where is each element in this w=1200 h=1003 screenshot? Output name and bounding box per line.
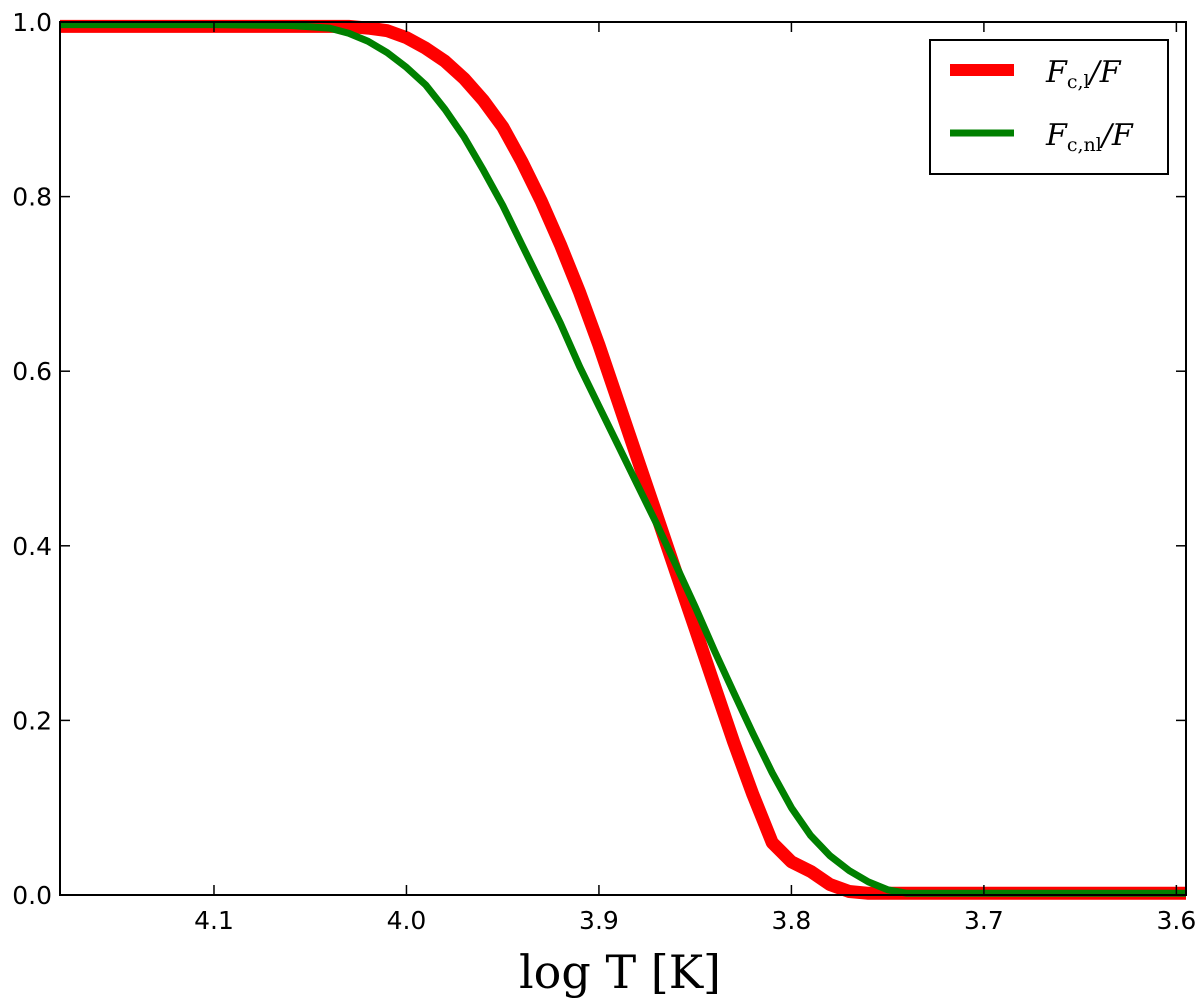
x-axis-title: log T [K] — [519, 945, 721, 999]
legend-entry-red: Fc,l/F — [1045, 55, 1122, 93]
y-tick-label: 0.2 — [12, 706, 52, 735]
legend-tail-green: /F — [1099, 118, 1134, 153]
ticks-layer: 4.1 4.0 3.9 3.8 3.7 3.6 0.0 0.2 0.4 0.6 0.8 1.0 — [12, 8, 1196, 935]
series-layer — [60, 19, 1186, 900]
x-tick-label: 4.1 — [194, 906, 234, 935]
series-line-green — [60, 21, 1186, 897]
y-tick-label: 0.4 — [12, 532, 52, 561]
y-tick-label: 1.0 — [12, 8, 52, 37]
x-tick-label: 3.7 — [964, 906, 1004, 935]
legend: Fc,l/F Fc,nl/F — [929, 39, 1169, 175]
legend-main-red: F — [1045, 55, 1068, 90]
y-tick-label: 0.6 — [12, 357, 52, 386]
y-tick-label: 0.0 — [12, 881, 52, 910]
x-tick-label: 4.0 — [387, 906, 427, 935]
x-tick-label: 3.8 — [772, 906, 812, 935]
legend-tail-red: /F — [1087, 55, 1122, 90]
series-line-red — [60, 19, 1186, 900]
y-tick-label: 0.8 — [12, 183, 52, 212]
x-tick-label: 3.9 — [579, 906, 619, 935]
legend-entry-green: Fc,nl/F — [1045, 118, 1134, 156]
legend-sub-red: c,l — [1067, 71, 1090, 93]
plot-frame — [59, 21, 1187, 896]
legend-box — [929, 39, 1169, 175]
legend-main-green: F — [1045, 118, 1068, 153]
x-tick-label: 3.6 — [1156, 906, 1196, 935]
legend-sub-green: c,nl — [1067, 134, 1102, 156]
